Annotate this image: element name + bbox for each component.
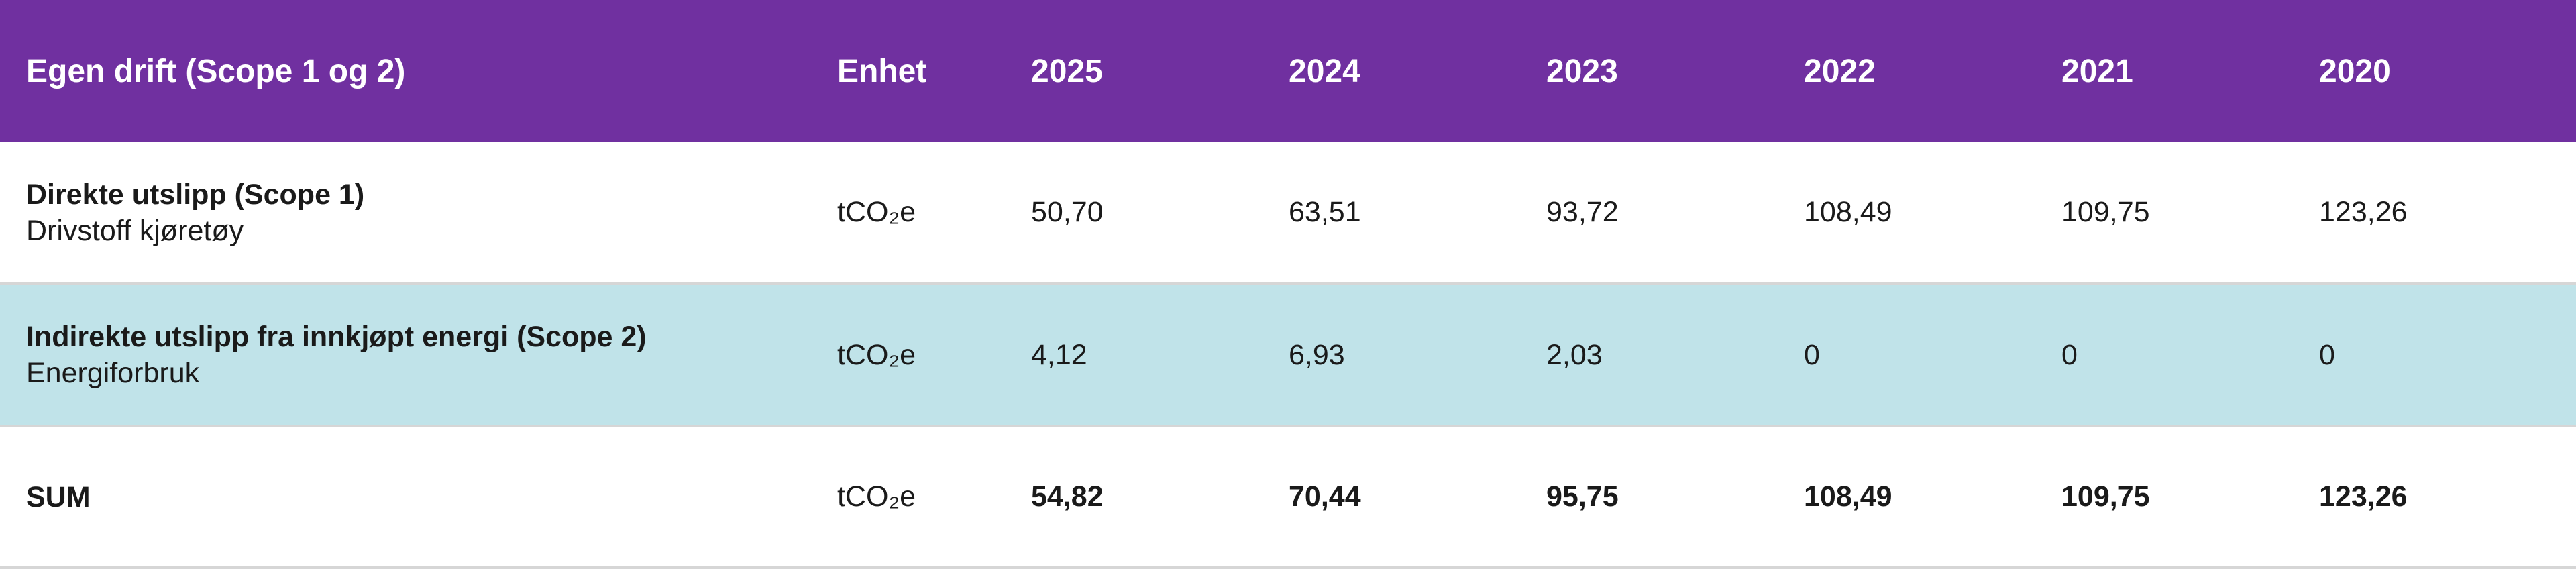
header-year-2020: 2020: [2319, 53, 2391, 89]
value-cell-2020: 0: [2319, 284, 2576, 427]
sum-cell-2022: 108,49: [1804, 426, 2061, 569]
sum-cell-2025: 54,82: [1031, 426, 1289, 569]
value-cell-2022: 0: [1804, 284, 2061, 427]
row-label-cell: Indirekte utslipp fra innkjøpt energi (S…: [0, 284, 837, 427]
header-label: Egen drift (Scope 1 og 2): [26, 53, 406, 89]
value-cell-2020: 123,26: [2319, 142, 2576, 285]
row-subtitle: Drivstoff kjøretøy: [26, 214, 244, 247]
header-year-2024: 2024: [1289, 53, 1360, 89]
value-cell-2023: 93,72: [1546, 142, 1804, 285]
header-year-2025: 2025: [1031, 53, 1103, 89]
row-label-cell: SUM: [0, 426, 837, 569]
header-year-2021: 2021: [2061, 53, 2133, 89]
table-row-sum: SUM tCO₂e 54,82 70,44 95,75 108,49 109,7…: [0, 426, 2576, 569]
table-row-scope2: Indirekte utslipp fra innkjøpt energi (S…: [0, 284, 2576, 427]
row-label-cell: Direkte utslipp (Scope 1) Drivstoff kjør…: [0, 142, 837, 285]
value-cell-2021: 109,75: [2061, 142, 2319, 285]
value-cell-2021: 0: [2061, 284, 2319, 427]
row-title: Indirekte utslipp fra innkjøpt energi (S…: [26, 321, 647, 353]
sum-cell-2020: 123,26: [2319, 426, 2576, 569]
sum-cell-2021: 109,75: [2061, 426, 2319, 569]
row-title: Direkte utslipp (Scope 1): [26, 178, 365, 211]
row-subtitle: Energiforbruk: [26, 357, 200, 389]
value-cell-2024: 6,93: [1289, 284, 1546, 427]
header-year-2022: 2022: [1804, 53, 1876, 89]
value-cell-2022: 108,49: [1804, 142, 2061, 285]
unit-cell: tCO₂e: [837, 426, 1031, 569]
header-unit: Enhet: [837, 53, 927, 89]
value-cell-2024: 63,51: [1289, 142, 1546, 285]
row-title: SUM: [26, 480, 91, 513]
value-cell-2025: 50,70: [1031, 142, 1289, 285]
header-year-2023: 2023: [1546, 53, 1618, 89]
unit-cell: tCO₂e: [837, 142, 1031, 285]
table-header: Egen drift (Scope 1 og 2) Enhet 2025 202…: [0, 0, 2576, 142]
table-body: Direkte utslipp (Scope 1) Drivstoff kjør…: [0, 142, 2576, 569]
table-row-scope1: Direkte utslipp (Scope 1) Drivstoff kjør…: [0, 142, 2576, 285]
sum-cell-2023: 95,75: [1546, 426, 1804, 569]
value-cell-2023: 2,03: [1546, 284, 1804, 427]
unit-cell: tCO₂e: [837, 284, 1031, 427]
value-cell-2025: 4,12: [1031, 284, 1289, 427]
sum-cell-2024: 70,44: [1289, 426, 1546, 569]
header-row: Egen drift (Scope 1 og 2) Enhet 2025 202…: [0, 0, 2576, 142]
